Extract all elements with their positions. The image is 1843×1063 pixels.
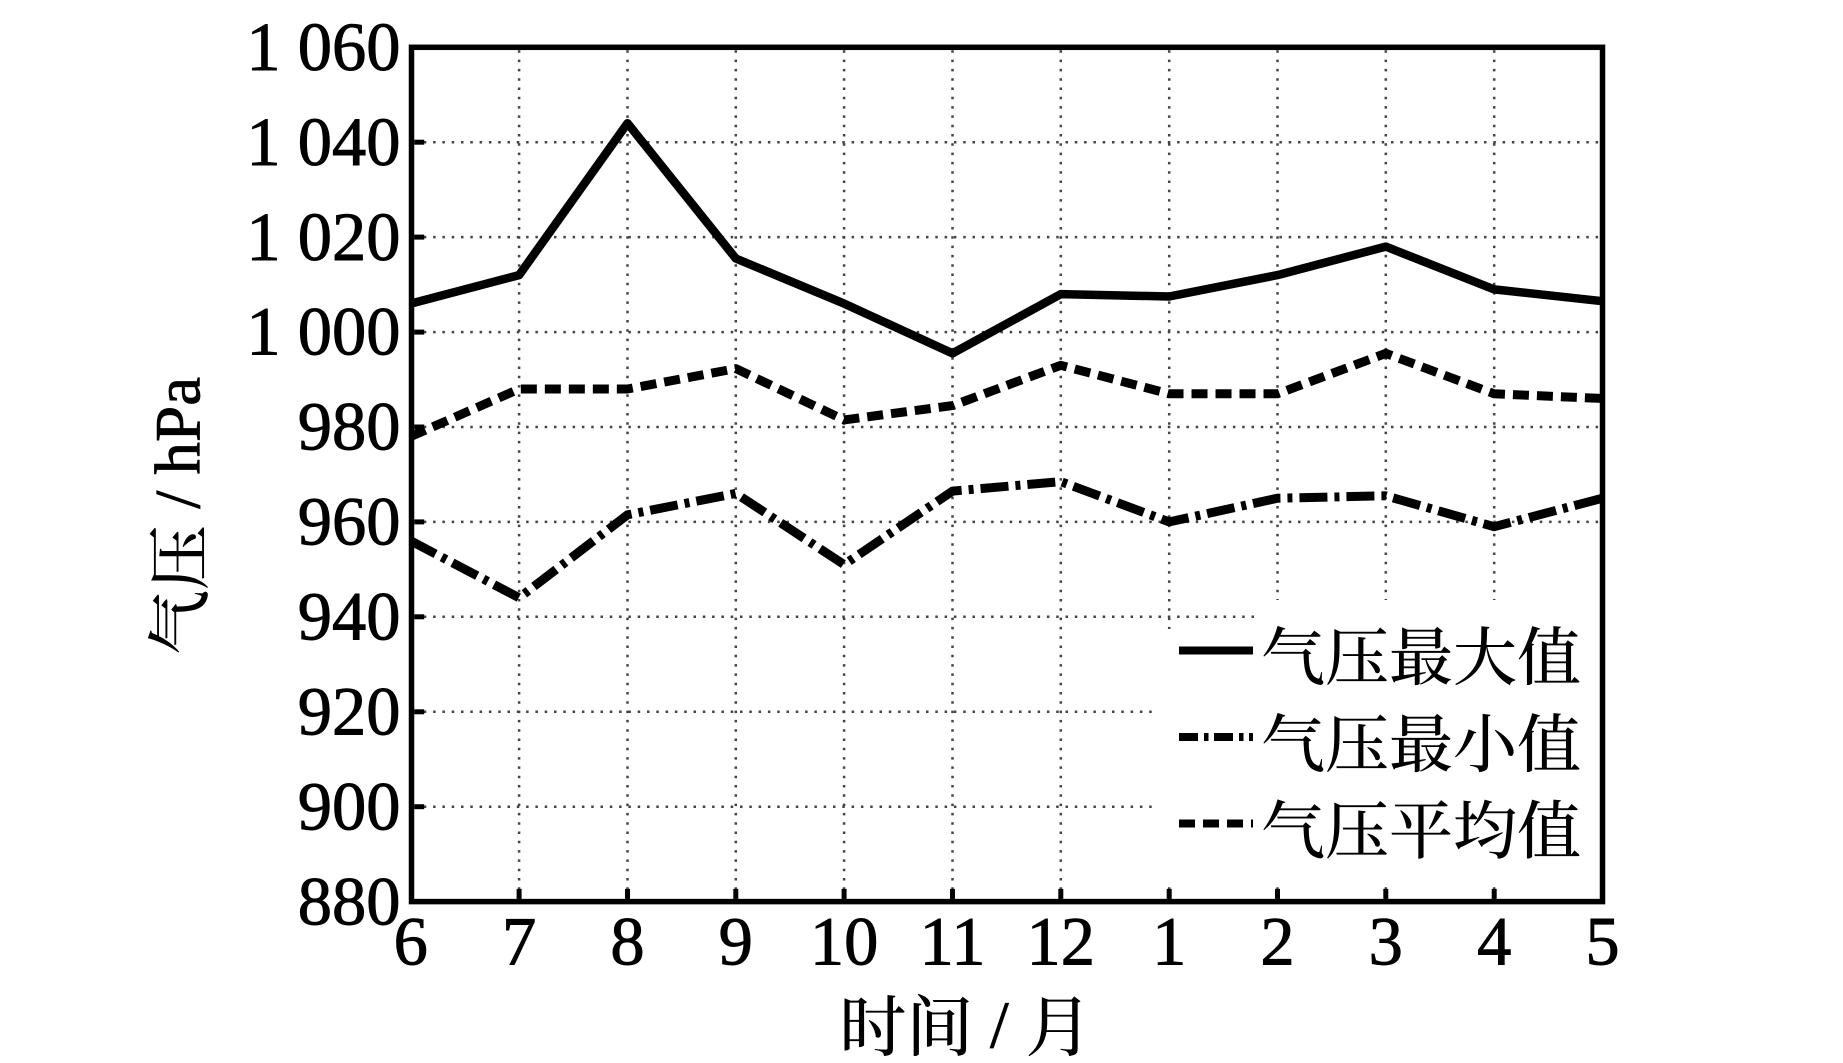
svg-text:880: 880 — [298, 863, 401, 939]
svg-text:1 040: 1 040 — [246, 104, 400, 180]
svg-text:1 020: 1 020 — [246, 199, 400, 275]
svg-text:12: 12 — [1027, 904, 1096, 980]
svg-text:/: / — [973, 988, 1025, 1062]
svg-text:11: 11 — [920, 904, 986, 980]
svg-text:920: 920 — [298, 673, 401, 749]
svg-text:7: 7 — [502, 904, 536, 980]
svg-text:4: 4 — [1477, 904, 1511, 980]
svg-text:1 000: 1 000 — [246, 294, 400, 370]
svg-text:9: 9 — [719, 904, 753, 980]
svg-text:8: 8 — [610, 904, 644, 980]
svg-text:10: 10 — [810, 904, 879, 980]
svg-text:6: 6 — [394, 904, 428, 980]
svg-text:/ hPa: / hPa — [143, 377, 215, 525]
svg-text:3: 3 — [1369, 904, 1403, 980]
svg-text:940: 940 — [298, 579, 401, 655]
svg-text:980: 980 — [298, 389, 401, 465]
svg-text:5: 5 — [1585, 904, 1619, 980]
svg-text:2: 2 — [1260, 904, 1294, 980]
svg-text:1: 1 — [1152, 904, 1186, 980]
svg-text:900: 900 — [298, 768, 401, 844]
svg-text:1 060: 1 060 — [246, 9, 400, 85]
svg-text:960: 960 — [298, 484, 401, 560]
